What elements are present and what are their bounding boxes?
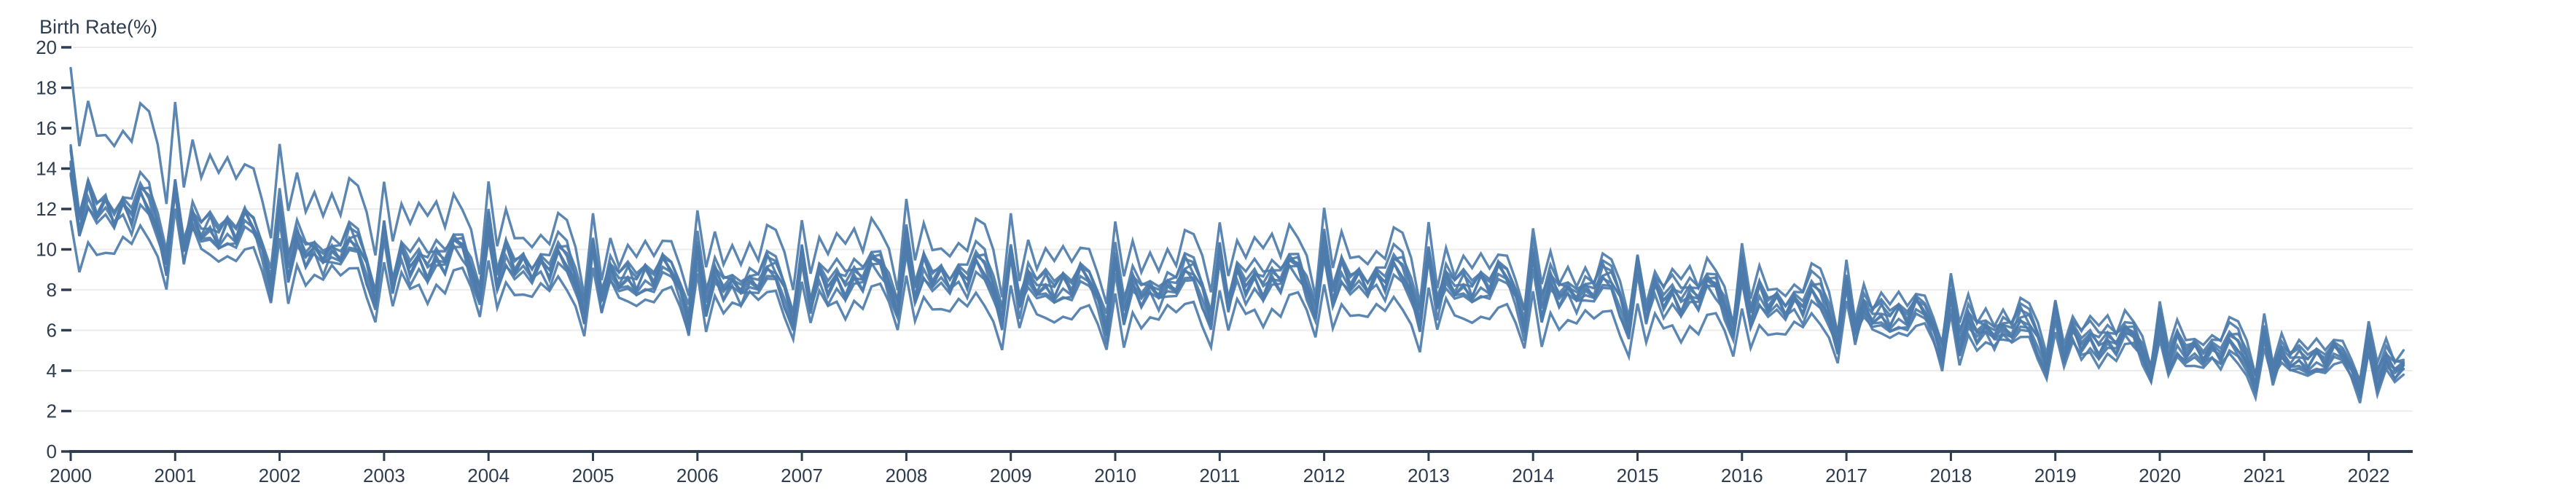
series-line [69,160,2405,394]
y-tick-label: 16 [36,117,57,139]
y-tick-label: 10 [36,239,57,261]
x-tick-label: 2008 [885,465,927,486]
x-tick-label: 2002 [259,465,301,486]
y-axis-title: Birth Rate(%) [39,16,158,38]
x-tick-label: 2020 [2139,465,2181,486]
x-tick-label: 2015 [1617,465,1659,486]
y-tick-label: 4 [47,360,57,382]
y-tick-label: 6 [47,320,57,342]
x-tick-label: 2009 [990,465,1032,486]
x-tick-label: 2017 [1825,465,1867,486]
x-tick-label: 2007 [781,465,823,486]
x-tick-label: 2013 [1408,465,1450,486]
x-tick-label: 2012 [1303,465,1346,486]
x-tick-label: 2014 [1512,465,1554,486]
series-line [69,173,2405,403]
x-tick-label: 2011 [1199,465,1240,486]
x-tick-label: 2016 [1721,465,1763,486]
x-tick-label: 2006 [676,465,719,486]
y-tick-label: 2 [47,401,57,422]
x-tick-label: 2019 [2034,465,2077,486]
x-tick-label: 2018 [1929,465,1972,486]
x-tick-label: 2010 [1094,465,1136,486]
series-line [69,208,2405,403]
x-tick-label: 2000 [50,465,92,486]
x-tick-label: 2021 [2243,465,2285,486]
y-tick-label: 18 [36,77,57,99]
x-tick-label: 2004 [467,465,510,486]
x-tick-label: 2022 [2348,465,2390,486]
x-tick-label: 2005 [572,465,614,486]
y-tick-label: 14 [36,158,57,180]
x-tick-label: 2003 [363,465,405,486]
y-tick-label: 8 [47,279,57,301]
y-tick-label: 0 [47,441,57,462]
x-tick-label: 2001 [154,465,196,486]
y-tick-label: 20 [36,36,57,58]
y-tick-label: 12 [36,198,57,220]
